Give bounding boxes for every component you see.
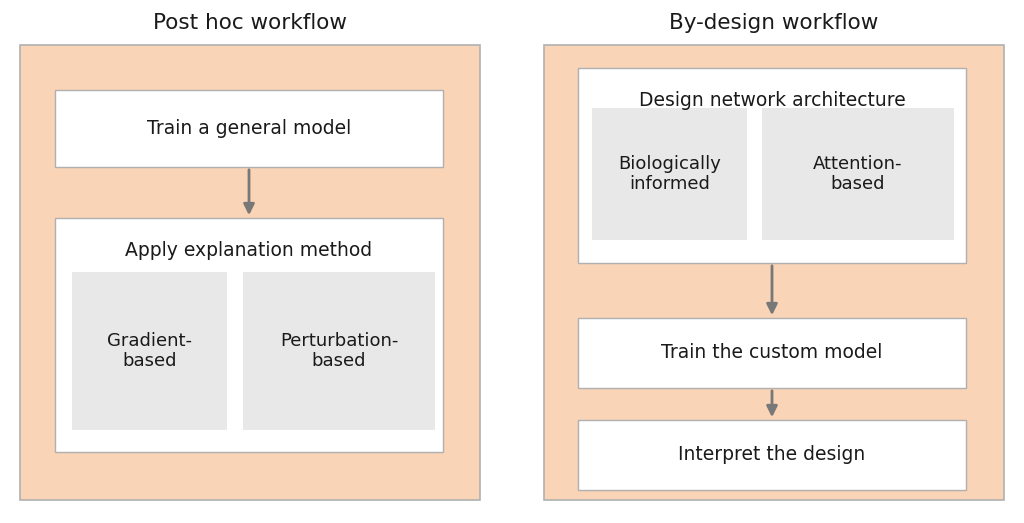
FancyBboxPatch shape	[592, 108, 746, 240]
Text: By-design workflow: By-design workflow	[670, 13, 879, 33]
FancyBboxPatch shape	[762, 108, 954, 240]
Text: Interpret the design: Interpret the design	[678, 446, 865, 464]
Text: Train a general model: Train a general model	[146, 119, 351, 138]
Text: Apply explanation method: Apply explanation method	[125, 241, 373, 259]
Text: Train the custom model: Train the custom model	[662, 344, 883, 362]
Text: Gradient-
based: Gradient- based	[106, 332, 193, 370]
FancyBboxPatch shape	[243, 272, 435, 430]
FancyBboxPatch shape	[20, 45, 480, 500]
Text: Biologically
informed: Biologically informed	[618, 155, 721, 194]
Text: Perturbation-
based: Perturbation- based	[280, 332, 398, 370]
FancyBboxPatch shape	[578, 420, 966, 490]
FancyBboxPatch shape	[55, 90, 443, 167]
Text: Post hoc workflow: Post hoc workflow	[153, 13, 347, 33]
Text: Design network architecture: Design network architecture	[639, 90, 905, 109]
FancyBboxPatch shape	[72, 272, 227, 430]
FancyBboxPatch shape	[544, 45, 1004, 500]
FancyBboxPatch shape	[55, 218, 443, 452]
FancyBboxPatch shape	[578, 318, 966, 388]
Text: Attention-
based: Attention- based	[813, 155, 903, 194]
FancyBboxPatch shape	[578, 68, 966, 263]
